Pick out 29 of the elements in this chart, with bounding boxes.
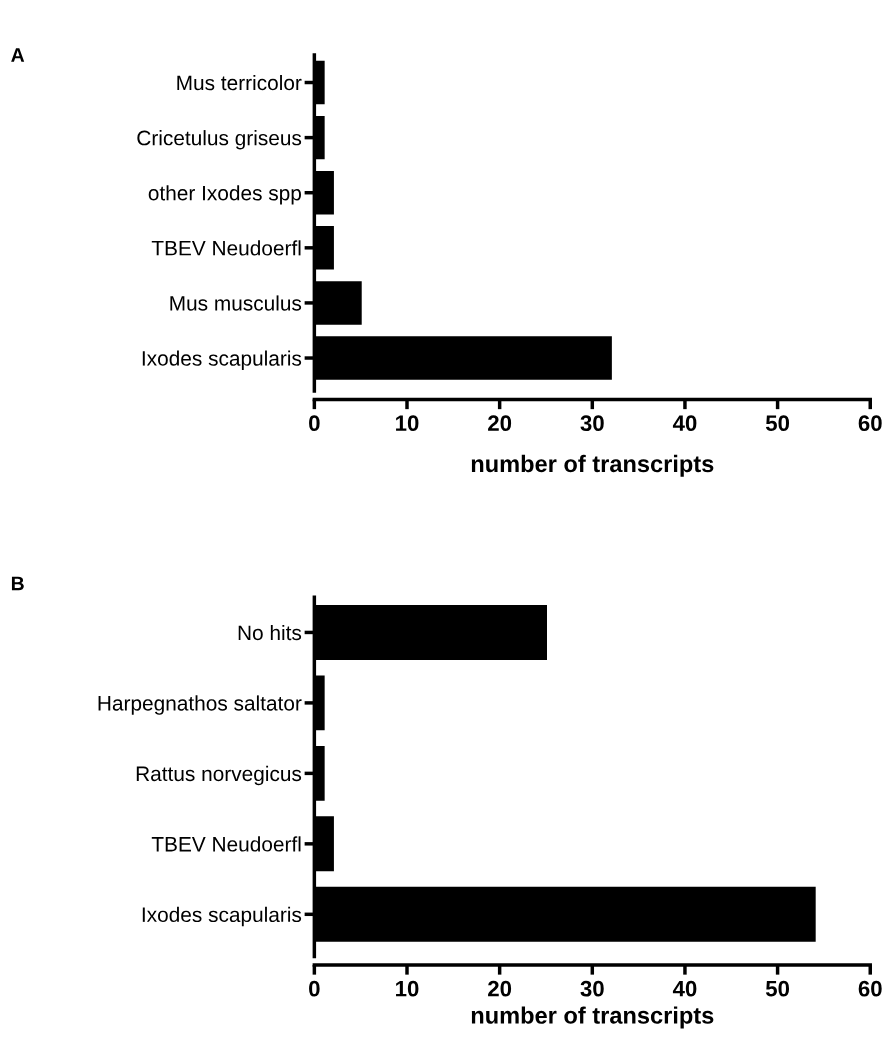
x-axis-title: number of transcripts xyxy=(471,454,714,477)
x-tick-label: 30 xyxy=(580,980,604,997)
x-tick-label: 30 xyxy=(580,415,604,432)
y-tick-label: Harpegnathos saltator xyxy=(98,695,302,715)
x-tick-label: 10 xyxy=(396,415,419,432)
y-tick-label: TBEV Neudoerfl xyxy=(151,240,301,256)
x-tick-label: 20 xyxy=(488,980,512,997)
x-tick-label: 50 xyxy=(765,415,790,432)
x-tick-label: 0 xyxy=(309,980,320,997)
y-tick-label: other Ixodes spp xyxy=(148,185,301,205)
x-tick-label: 40 xyxy=(672,980,697,997)
x-tick-label: 60 xyxy=(858,980,882,997)
text: A xyxy=(11,48,25,62)
y-tick-label: Cricetulus griseus xyxy=(137,130,302,150)
x-tick-label: 0 xyxy=(309,415,320,432)
x-tick-label: 20 xyxy=(488,415,512,432)
y-tick-label: Ixodes scapularis xyxy=(142,350,302,370)
x-tick-label: 40 xyxy=(672,415,697,432)
y-tick-label: TBEV Neudoerfl xyxy=(151,836,301,852)
y-tick-label: Mus musculus xyxy=(170,295,302,311)
x-tick-label: 50 xyxy=(765,980,790,997)
y-tick-label: Rattus norvegicus xyxy=(136,765,302,786)
x-axis-title: number of transcripts xyxy=(471,1006,714,1029)
x-tick-label: 10 xyxy=(396,980,419,997)
x-tick-label: 60 xyxy=(858,415,882,432)
y-tick-label: Mus terricolor xyxy=(177,74,302,91)
y-tick-label: No hits xyxy=(238,624,302,641)
y-tick-label: Ixodes scapularis xyxy=(142,906,302,927)
text: B xyxy=(11,576,24,591)
